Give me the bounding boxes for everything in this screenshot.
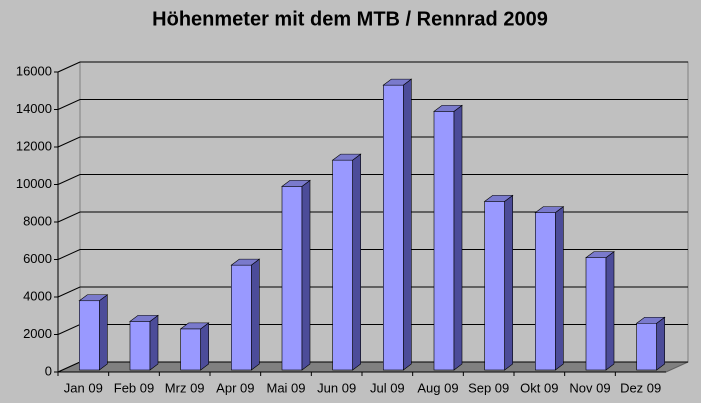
bar-side (656, 316, 665, 371)
grid-line (57, 61, 688, 73)
bar-side (605, 251, 615, 371)
bar-side (504, 194, 513, 371)
bar-side (99, 294, 108, 371)
bar (129, 321, 151, 371)
chart-title: Höhenmeter mit dem MTB / Rennrad 2009 (152, 8, 548, 30)
bar-top (179, 322, 210, 330)
x-tick-label: Okt 09 (520, 380, 558, 395)
x-tick-label: Nov 09 (569, 380, 610, 395)
bar-top (230, 258, 261, 266)
grid-line (57, 174, 688, 185)
grid-line (57, 136, 688, 148)
y-tick-label: 4000 (23, 288, 52, 303)
bar-side (453, 104, 463, 371)
x-tick-label: Mrz 09 (165, 380, 205, 395)
bar-side (251, 258, 260, 371)
y-tick-label: 2000 (23, 326, 52, 341)
grid-line (57, 99, 688, 110)
y-tick-label: 12000 (16, 138, 52, 153)
y-tick-label: 16000 (16, 63, 52, 78)
bar-side (200, 322, 209, 371)
y-tick-label: 0 (45, 363, 52, 378)
bar-top (382, 78, 413, 86)
bar-side (555, 206, 564, 371)
bar (383, 84, 404, 371)
x-tick-label: Feb 09 (114, 380, 154, 395)
y-tick-label: 8000 (23, 213, 52, 228)
bar-top (129, 315, 159, 322)
x-tick-label: Jun 09 (317, 380, 356, 395)
bar (79, 300, 100, 371)
bar (231, 264, 252, 371)
bar (585, 257, 607, 371)
bar-side (301, 179, 311, 371)
x-tick-label: Apr 09 (216, 380, 254, 395)
bar-side (149, 314, 159, 371)
x-tick-label: Aug 09 (417, 380, 458, 395)
y-tick-label: 10000 (16, 176, 52, 191)
bar-side (352, 153, 361, 371)
y-tick-label: 6000 (23, 251, 52, 266)
bar (332, 159, 353, 371)
bar-top (78, 294, 109, 302)
bar (535, 212, 556, 371)
bar-top (534, 206, 565, 213)
bar (180, 328, 201, 371)
bar-top (483, 195, 514, 202)
bar-top (433, 105, 463, 112)
x-tick-label: Sep 09 (468, 380, 509, 395)
bar (433, 111, 455, 371)
bar (636, 322, 657, 371)
bar-top (331, 153, 362, 161)
x-tick-label: Jul 09 (370, 380, 405, 395)
x-tick-label: Jan 09 (64, 380, 103, 395)
bar (281, 186, 303, 371)
bar-side (403, 78, 412, 371)
bar-top (281, 180, 311, 187)
bar-top (585, 251, 615, 258)
bar-top (635, 316, 666, 324)
x-tick-label: Mai 09 (266, 380, 305, 395)
x-tick-label: Dez 09 (620, 380, 661, 395)
bar (484, 201, 505, 371)
y-tick-label: 14000 (16, 101, 52, 116)
